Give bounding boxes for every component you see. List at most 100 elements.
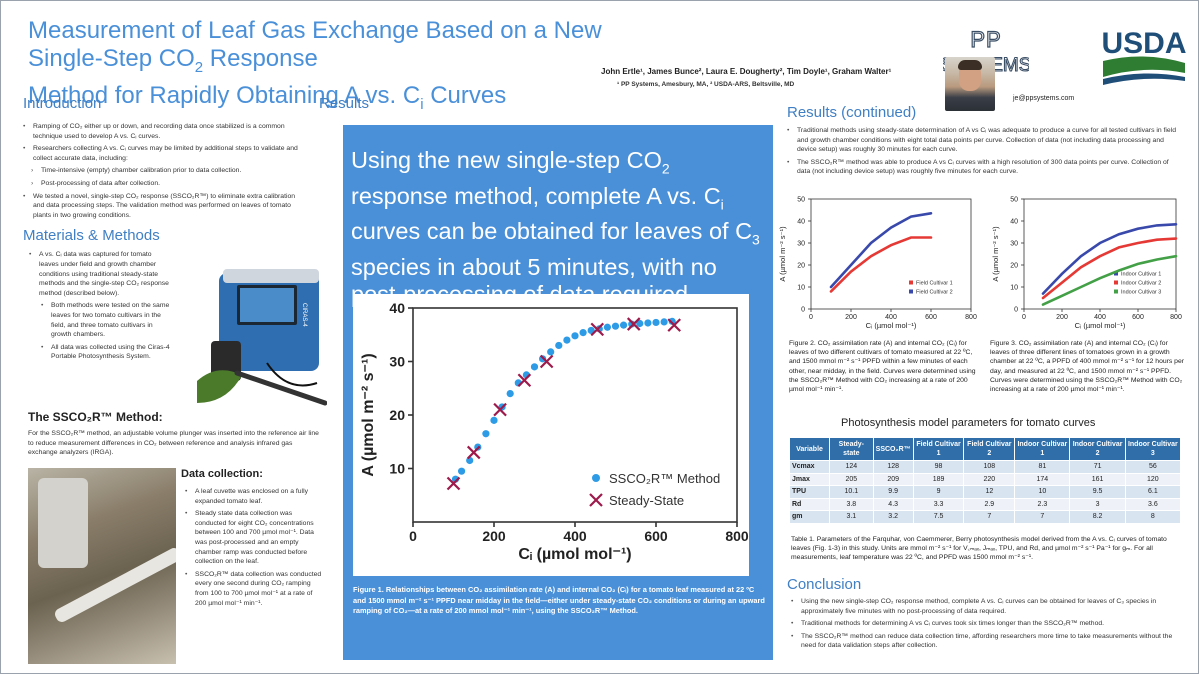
figure-1-chart: 0 200 400 600 800 10 20 30 40 Cᵢ (µmol mol⁻¹) A (µ…	[360, 300, 749, 563]
legend-marker	[909, 289, 913, 294]
table-cell: 6.1	[1124, 485, 1182, 499]
table-cell: 8	[1124, 510, 1182, 524]
y-tick-label: 10	[389, 460, 405, 476]
data-collection-heading: Data collection:	[181, 468, 263, 480]
table-cell: 161	[1069, 472, 1126, 486]
table-variable-cell: gm	[789, 510, 830, 524]
steady-state-point	[667, 318, 682, 332]
table-row: gm 3.1 3.2 7.5 7 7 8.2 8	[789, 510, 1182, 524]
legend-label-ssco2r: SSCO₂R™ Method	[609, 471, 720, 486]
intro-list: Ramping of CO₂ either up or down, and re…	[23, 122, 308, 163]
series-line	[1041, 237, 1178, 300]
table-header-cell: Field Cultivar 1	[912, 437, 965, 461]
plot-frame	[412, 307, 738, 523]
y-tick-label: 20	[389, 407, 405, 423]
x-tick-label: 0	[1022, 314, 1026, 321]
x-tick-label: 400	[885, 314, 897, 321]
intro-list-2: We tested a novel, single-step CO₂ respo…	[23, 192, 308, 221]
y-axis-label: A (µmol m⁻² s⁻¹)	[991, 226, 1000, 282]
table-cell: 12	[963, 485, 1016, 499]
results-continued-bullet-1: Traditional methods using steady-state d…	[787, 126, 1182, 155]
x-tick-label: 800	[725, 528, 749, 544]
legend-label: Field Cultivar 2	[916, 290, 953, 296]
table-row: Rd 3.8 4.3 3.3 2.9 2.3 3 3.6	[789, 497, 1182, 511]
y-tick-label: 30	[1010, 240, 1018, 247]
conclusion-bullet-2: Traditional methods for determining A vs…	[791, 619, 1183, 629]
methods-sublist: Both methods were tested on the same lea…	[23, 301, 173, 362]
y-tick-label: 50	[1010, 196, 1018, 203]
conclusion-list: Using the new single-step CO₂ response m…	[791, 597, 1183, 654]
y-axis-label: A (µmol m⁻² s⁻¹)	[360, 353, 377, 476]
table-cell: 3.2	[872, 510, 914, 524]
ssco2r-point	[555, 341, 563, 350]
headline-sub-2: i	[720, 196, 724, 213]
ssco2r-point	[490, 416, 498, 424]
x-tick-label: 0	[809, 314, 813, 321]
x-tick-label: 200	[845, 314, 857, 321]
results-continued-heading: Results (continued)	[787, 104, 917, 121]
device-label: CIRAS-4	[301, 303, 307, 327]
ssco2r-point	[660, 318, 668, 326]
x-tick-label: 800	[965, 314, 977, 321]
intro-bullet-1: Ramping of CO₂ either up or down, and re…	[23, 122, 308, 141]
table-cell: 205	[829, 472, 874, 486]
y-tick-label: 40	[1010, 218, 1018, 225]
data-collection-bullet-1: A leaf cuvette was enclosed on a fully e…	[185, 487, 323, 506]
table-cell: 108	[963, 460, 1016, 474]
headline-sub-1: 2	[661, 160, 670, 177]
y-axis-label: A (µmol m⁻² s⁻¹)	[778, 226, 787, 282]
contact-email[interactable]: je@ppsystems.com	[1013, 95, 1075, 102]
title-line1-end: Response	[203, 45, 318, 72]
figure-2-chart: 0 200 400 600 800 0 10 20 30 40 50 Cᵢ (µmol mol⁻¹) A…	[778, 196, 977, 330]
table-cell: 56	[1124, 460, 1182, 474]
headline-part-3: curves can be obtained for leaves of C	[351, 218, 753, 245]
steady-state-point	[590, 322, 605, 337]
x-tick-label: 600	[1132, 314, 1144, 321]
figure-1-caption: Figure 1. Relationships between CO₂ assi…	[353, 585, 765, 615]
table-cell: 10.1	[829, 485, 874, 499]
steady-state-point	[517, 373, 532, 388]
conclusion-heading: Conclusion	[787, 576, 862, 593]
x-axis-label: Cᵢ (µmol mol⁻¹)	[518, 546, 631, 563]
authors: John Ertle¹, James Bunce², Laura E. Doug…	[601, 67, 892, 76]
table-cell: 124	[829, 460, 874, 474]
leaf	[197, 370, 242, 403]
ssco2-heading: The SSCO₂R™ Method:	[28, 410, 163, 424]
table-cell: 128	[872, 460, 914, 474]
table-header-cell: Variable	[789, 437, 830, 461]
x-tick-label: 800	[1170, 314, 1182, 321]
table-cell: 120	[1124, 472, 1182, 486]
table-row: Vcmax 124 128 98 108 81 71 56	[789, 460, 1182, 474]
data-collection-list: A leaf cuvette was enclosed on a fully e…	[185, 487, 323, 611]
results-continued-list: Traditional methods using steady-state d…	[787, 126, 1182, 180]
lab-setup-photo	[28, 468, 176, 664]
series-line	[1041, 254, 1178, 306]
legend-marker	[1114, 280, 1118, 285]
headline-part-2: response method, complete A vs. C	[351, 182, 721, 209]
y-tick-label: 10	[797, 284, 805, 291]
steady-state-point	[493, 402, 507, 417]
y-tick-label: 0	[1014, 306, 1018, 313]
series-line	[829, 212, 933, 289]
title-line1: Measurement of Leaf Gas Exchange Based o…	[28, 17, 602, 72]
x-axis-label: Cᵢ (µmol mol⁻¹)	[1075, 321, 1126, 330]
x-tick-label: 600	[925, 314, 937, 321]
table-cell: 9	[912, 485, 965, 499]
x-tick-label: 0	[409, 528, 417, 544]
figure-3-chart: 0 200 400 600 800 0 10 20 30 40 50 Cᵢ (µmol mol⁻¹) A…	[991, 196, 1182, 330]
ssco2-text: For the SSCO₂R™ method, an adjustable vo…	[28, 430, 319, 457]
ssco2r-point	[652, 318, 660, 327]
intro-bullet-2: Researchers collecting A vs. Cᵢ curves m…	[23, 144, 308, 163]
ssco2r-point	[644, 319, 652, 327]
results-headline: Using the new single-step CO2 response m…	[351, 147, 771, 308]
legend-marker-ssco2r	[592, 474, 600, 482]
ssco2r-point	[579, 329, 587, 337]
table-row: TPU 10.1 9.9 9 12 10 9.5 6.1	[789, 485, 1182, 499]
title-sub2: i	[420, 95, 424, 113]
x-tick-label: 200	[482, 528, 506, 544]
ssco2r-point	[482, 430, 490, 438]
results-heading: Results	[319, 95, 370, 112]
ssco2r-point	[458, 467, 466, 475]
x-tick-label: 400	[563, 528, 587, 544]
table-title: Photosynthesis model parameters for toma…	[841, 417, 1096, 429]
